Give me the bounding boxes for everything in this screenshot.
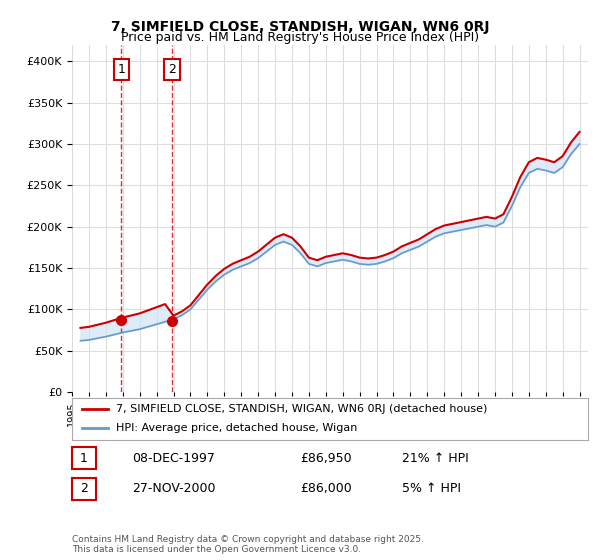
Text: 2: 2 xyxy=(80,482,88,496)
Text: HPI: Average price, detached house, Wigan: HPI: Average price, detached house, Wiga… xyxy=(116,423,357,433)
Text: 21% ↑ HPI: 21% ↑ HPI xyxy=(402,451,469,465)
Text: 5% ↑ HPI: 5% ↑ HPI xyxy=(402,482,461,496)
Text: 7, SIMFIELD CLOSE, STANDISH, WIGAN, WN6 0RJ: 7, SIMFIELD CLOSE, STANDISH, WIGAN, WN6 … xyxy=(111,20,489,34)
Text: £86,000: £86,000 xyxy=(300,482,352,496)
Text: £86,950: £86,950 xyxy=(300,451,352,465)
Text: 1: 1 xyxy=(118,63,125,76)
Text: 1: 1 xyxy=(80,451,88,465)
Text: Contains HM Land Registry data © Crown copyright and database right 2025.
This d: Contains HM Land Registry data © Crown c… xyxy=(72,535,424,554)
Text: Price paid vs. HM Land Registry's House Price Index (HPI): Price paid vs. HM Land Registry's House … xyxy=(121,31,479,44)
Text: 7, SIMFIELD CLOSE, STANDISH, WIGAN, WN6 0RJ (detached house): 7, SIMFIELD CLOSE, STANDISH, WIGAN, WN6 … xyxy=(116,404,487,414)
Text: 08-DEC-1997: 08-DEC-1997 xyxy=(132,451,215,465)
Text: 2: 2 xyxy=(168,63,176,76)
Text: 27-NOV-2000: 27-NOV-2000 xyxy=(132,482,215,496)
